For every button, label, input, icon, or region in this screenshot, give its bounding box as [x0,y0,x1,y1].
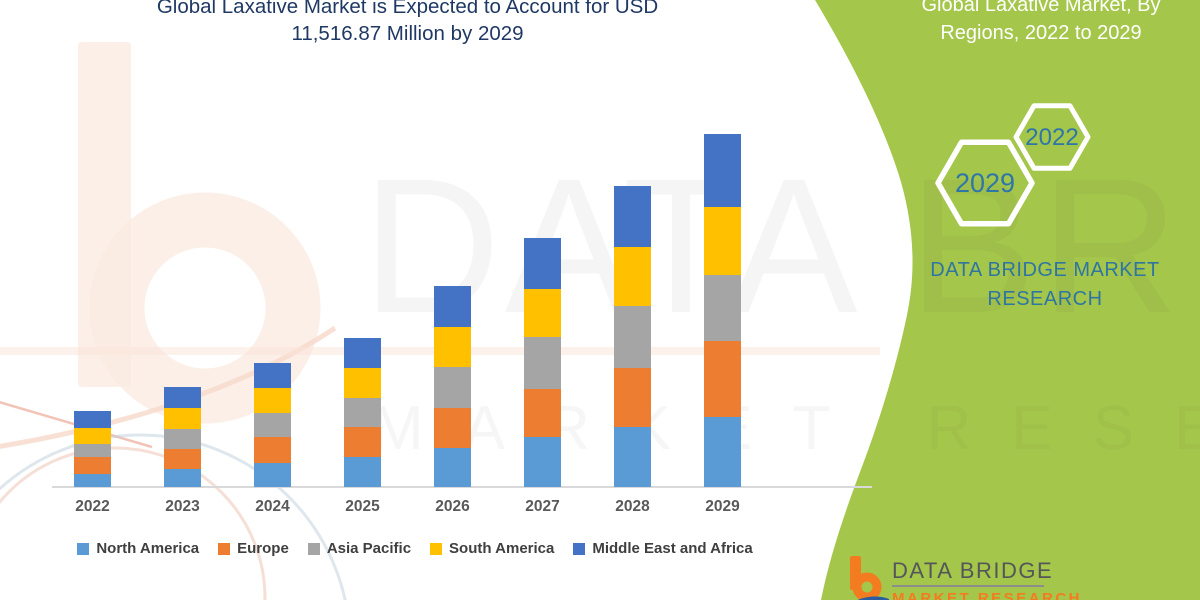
bar-segment-middle-east-and-africa-2027 [524,238,561,289]
legend-item-europe: Europe [218,540,289,557]
legend-label: Asia Pacific [326,540,412,557]
bar-segment-south-america-2027 [524,289,561,337]
legend-item-south-america: South America [430,540,554,557]
x-tick-2025: 2025 [345,498,380,515]
bar-2023 [164,387,201,487]
bar-segment-south-america-2024 [254,388,291,413]
x-tick-2028: 2028 [615,498,650,515]
side-panel-brand-text: DATA BRIDGE MARKET RESEARCH [930,259,1160,310]
bar-segment-south-america-2025 [344,368,381,398]
legend-item-asia-pacific: Asia Pacific [307,540,412,557]
footer-brand-logo: DATA BRIDGE MARKET RESEARCH [840,554,1160,600]
bar-segment-europe-2023 [164,449,201,469]
chart-title-line1: Global Laxative Market is Expected to Ac… [156,0,659,18]
year-hexagons: 2029 2022 [935,103,1091,227]
green-curved-shape [815,0,1200,600]
bar-segment-asia-pacific-2023 [164,429,201,449]
bar-2022 [74,411,111,487]
bar-segment-north-america-2025 [344,457,381,487]
bar-segment-north-america-2024 [254,463,291,487]
bar-segment-north-america-2028 [614,427,651,487]
bar-segment-south-america-2023 [164,408,201,429]
bar-segment-europe-2029 [704,341,741,417]
bar-segment-europe-2026 [434,408,471,448]
bar-segment-europe-2025 [344,427,381,457]
bar-2028 [614,186,651,487]
footer-brand-rule [892,585,1044,587]
hexagon-year-large: 2029 [955,168,1015,198]
legend-item-middle-east-and-africa: Middle East and Africa [573,540,753,557]
bar-segment-asia-pacific-2026 [434,367,471,408]
x-axis-line [52,486,872,488]
bar-segment-middle-east-and-africa-2029 [704,134,741,207]
bar-segment-middle-east-and-africa-2026 [434,286,471,327]
bar-2027 [524,238,561,487]
bar-segment-south-america-2026 [434,327,471,367]
bar-segment-north-america-2027 [524,437,561,487]
hexagon-2029-icon [935,139,1035,227]
chart-title-line2: 11,516.87 Million by 2029 [291,22,524,45]
x-tick-2026: 2026 [435,498,470,515]
x-tick-2027: 2027 [525,498,560,515]
bar-segment-europe-2027 [524,389,561,437]
legend-swatch-icon [430,542,443,555]
bar-segment-north-america-2029 [704,417,741,487]
bar-segment-south-america-2022 [74,428,111,444]
legend-label: South America [449,540,555,557]
bar-2025 [344,338,381,487]
footer-brand-name: DATA BRIDGE [892,558,1054,583]
x-tick-2029: 2029 [705,498,740,515]
side-panel-title: Global Laxative Market, By Regions, 2022… [921,0,1161,44]
bar-segment-asia-pacific-2022 [74,444,111,457]
bar-2029 [704,134,741,487]
bar-segment-north-america-2022 [74,474,111,487]
x-tick-2022: 2022 [75,498,110,515]
chart-legend: North America Europe Asia Pacific South Ame… [20,540,810,557]
legend-label: Europe [237,540,289,557]
bar-segment-south-america-2029 [704,207,741,275]
bar-segment-europe-2024 [254,437,291,463]
bar-segment-asia-pacific-2028 [614,306,651,368]
legend-swatch-icon [573,542,586,555]
bar-2024 [254,363,291,487]
hexagon-2022-icon [1013,103,1091,171]
legend-label: North America [96,540,200,557]
data-bridge-b-icon [850,556,889,600]
bar-segment-asia-pacific-2027 [524,337,561,389]
footer-brand-subtitle: MARKET RESEARCH [892,590,1083,600]
hexagon-year-small: 2022 [1025,124,1078,151]
legend-swatch-icon [307,542,320,555]
bar-segment-south-america-2028 [614,247,651,306]
x-tick-2024: 2024 [255,498,290,515]
bar-segment-north-america-2026 [434,448,471,487]
bar-segment-middle-east-and-africa-2023 [164,387,201,408]
bar-segment-europe-2022 [74,457,111,474]
bar-segment-asia-pacific-2024 [254,413,291,437]
bar-segment-middle-east-and-africa-2028 [614,186,651,247]
bar-segment-north-america-2023 [164,469,201,487]
bar-segment-middle-east-and-africa-2024 [254,363,291,388]
bar-2026 [434,286,471,487]
bar-segment-asia-pacific-2029 [704,275,741,341]
legend-swatch-icon [77,542,90,555]
legend-item-north-america: North America [77,540,199,557]
bar-segment-asia-pacific-2025 [344,398,381,427]
legend-swatch-icon [218,542,231,555]
chart-title: Global Laxative Market is Expected to Ac… [0,0,815,47]
bar-segment-europe-2028 [614,368,651,427]
bar-segment-middle-east-and-africa-2022 [74,411,111,428]
legend-label: Middle East and Africa [592,540,753,557]
x-tick-2023: 2023 [165,498,200,515]
bar-segment-middle-east-and-africa-2025 [344,338,381,368]
